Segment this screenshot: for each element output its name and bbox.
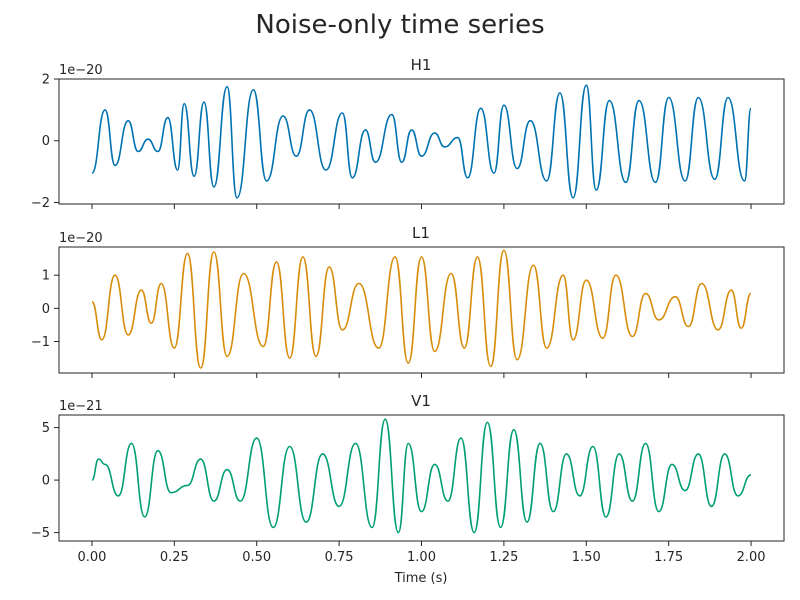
x-tick-label: 0.50 bbox=[242, 550, 271, 565]
panel-l1: L1 1e−20 −1 0 1 bbox=[31, 224, 785, 378]
x-tick-label: 1.25 bbox=[489, 550, 518, 565]
panel-l1-title: L1 bbox=[412, 224, 430, 242]
panel-v1-frame bbox=[58, 414, 785, 542]
chart-title: Noise-only time series bbox=[255, 10, 544, 40]
x-tick-label: 0.00 bbox=[77, 550, 106, 565]
panel-v1-title: V1 bbox=[411, 392, 431, 410]
panel-l1-y-tick-label: −1 bbox=[31, 335, 50, 350]
x-tick-label: 1.00 bbox=[407, 550, 436, 565]
panel-h1-frame bbox=[58, 78, 785, 205]
panel-h1-y-tick-label: −2 bbox=[31, 196, 50, 211]
panel-v1-series-line bbox=[91, 418, 752, 534]
panel-h1-y-tick-label: 0 bbox=[42, 134, 50, 149]
x-tick-label: 0.75 bbox=[325, 550, 354, 565]
panel-h1-offset-label: 1e−20 bbox=[59, 63, 103, 78]
x-tick-label: 1.50 bbox=[572, 550, 601, 565]
panel-v1: V1 1e−21 −5 0 5 0.00 0.25 0.50 0.75 1.00 1.25 1.… bbox=[31, 392, 785, 565]
panel-v1-y-axis: −5 0 5 bbox=[31, 421, 59, 541]
panel-v1-offset-label: 1e−21 bbox=[59, 399, 103, 414]
x-axis-label: Time (s) bbox=[394, 571, 448, 586]
panel-l1-offset-label: 1e−20 bbox=[59, 231, 103, 246]
x-tick-label: 2.00 bbox=[737, 550, 766, 565]
panel-h1: H1 1e−20 −2 0 2 bbox=[31, 56, 785, 211]
panel-h1-y-axis: −2 0 2 bbox=[31, 73, 59, 211]
panel-l1-y-tick-label: 1 bbox=[42, 269, 50, 284]
panel-l1-y-tick-label: 0 bbox=[42, 302, 50, 317]
panel-v1-y-tick-label: 0 bbox=[42, 474, 50, 489]
panel-v1-y-tick-label: −5 bbox=[31, 526, 50, 541]
panel-h1-y-tick-label: 2 bbox=[42, 73, 50, 88]
x-tick-label: 0.25 bbox=[160, 550, 189, 565]
panel-v1-x-axis: 0.00 0.25 0.50 0.75 1.00 1.25 1.50 1.75 2.00 bbox=[77, 541, 766, 565]
panel-v1-y-tick-label: 5 bbox=[42, 421, 50, 436]
panel-h1-title: H1 bbox=[411, 56, 432, 74]
panel-l1-x-axis bbox=[91, 373, 752, 378]
panel-h1-series-line bbox=[91, 84, 752, 199]
panel-l1-y-axis: −1 0 1 bbox=[31, 269, 59, 350]
panel-l1-series-line bbox=[91, 249, 752, 369]
x-tick-label: 1.75 bbox=[654, 550, 683, 565]
panel-h1-x-axis bbox=[91, 204, 752, 209]
